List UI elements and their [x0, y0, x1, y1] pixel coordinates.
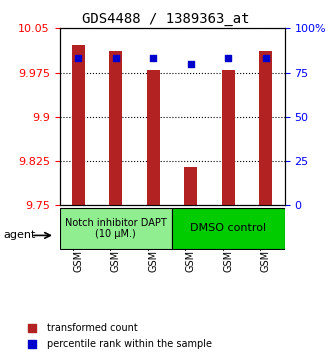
- Text: DMSO control: DMSO control: [190, 223, 266, 233]
- Text: agent: agent: [3, 230, 36, 240]
- Point: [227, 274, 232, 279]
- Bar: [109, 51, 122, 205]
- Point: [227, 129, 232, 135]
- Bar: [147, 70, 160, 205]
- Text: percentile rank within the sample: percentile rank within the sample: [47, 339, 212, 349]
- Point: [151, 56, 156, 61]
- Bar: [260, 51, 272, 205]
- Text: transformed count: transformed count: [47, 323, 138, 333]
- FancyBboxPatch shape: [172, 208, 285, 249]
- Bar: [72, 45, 85, 205]
- Text: Notch inhibitor DAPT
(10 μM.): Notch inhibitor DAPT (10 μM.): [65, 217, 167, 239]
- Bar: [184, 167, 198, 205]
- Point: [113, 56, 118, 61]
- Point: [226, 56, 231, 61]
- Point: [76, 56, 81, 61]
- Text: GDS4488 / 1389363_at: GDS4488 / 1389363_at: [82, 12, 249, 27]
- FancyBboxPatch shape: [60, 208, 172, 249]
- Point: [188, 61, 194, 67]
- Bar: [222, 70, 235, 205]
- Point: [263, 56, 268, 61]
